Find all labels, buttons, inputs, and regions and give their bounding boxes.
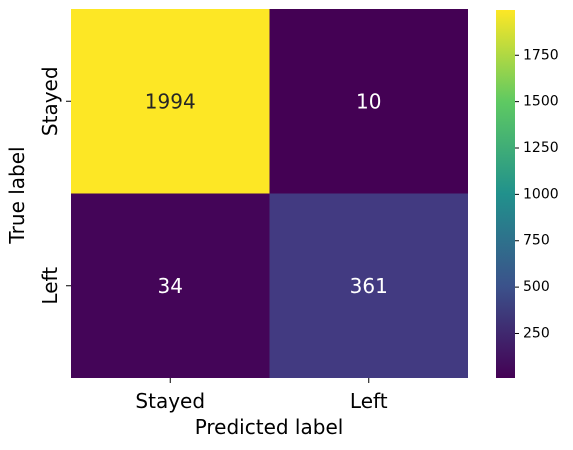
colorbar-tick-label: 250 xyxy=(523,325,550,341)
x-tick-label: Left xyxy=(350,389,388,413)
cell-value-label: 10 xyxy=(356,89,381,113)
x-axis-ticks: Stayed Left xyxy=(135,378,388,413)
heatmap-cell-stayed-stayed xyxy=(71,9,270,194)
y-tick-label: Stayed xyxy=(38,66,62,136)
heatmap-cell-stayed-left xyxy=(269,9,468,194)
x-tick-label: Stayed xyxy=(135,389,205,413)
colorbar-tick-label: 1750 xyxy=(523,47,559,63)
colorbar-tick-label: 750 xyxy=(523,233,550,249)
cell-value-label: 1994 xyxy=(145,89,196,113)
y-axis-ticks: Stayed Left xyxy=(38,66,71,305)
colorbar-ticks: 250 500 750 1000 1250 1500 1750 xyxy=(515,47,559,341)
colorbar-tick-label: 1500 xyxy=(523,94,559,110)
y-tick-label: Left xyxy=(38,267,62,305)
colorbar-tick-label: 1000 xyxy=(523,186,559,202)
cell-value-labels: 1994 10 34 361 xyxy=(145,89,388,298)
colorbar xyxy=(496,10,515,378)
y-axis-title: True label xyxy=(5,146,29,244)
heatmap-cell-left-stayed xyxy=(71,193,270,378)
cell-value-label: 34 xyxy=(158,274,183,298)
colorbar-tick-label: 500 xyxy=(523,279,550,295)
colorbar-tick-label: 1250 xyxy=(523,140,559,156)
cell-value-label: 361 xyxy=(350,274,388,298)
heatmap-cells xyxy=(71,9,468,378)
x-axis-title: Predicted label xyxy=(195,415,344,439)
heatmap-cell-left-left xyxy=(269,193,468,378)
